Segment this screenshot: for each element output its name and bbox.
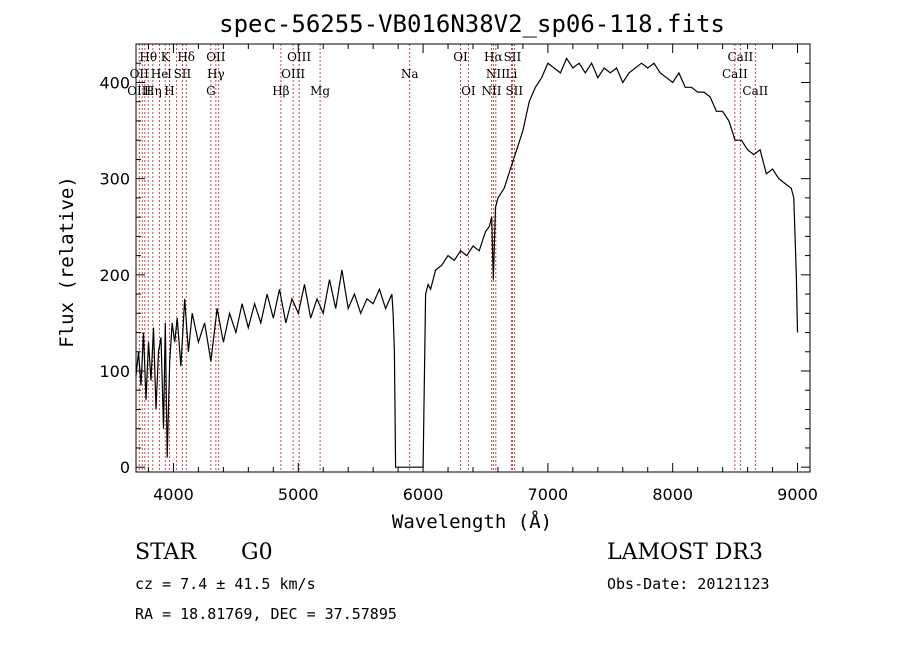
- line-marker-label: CaII: [722, 67, 748, 81]
- chart-title: spec-56255-VB016N38V2_sp06-118.fits: [219, 10, 725, 38]
- x-tick-label: 8000: [652, 485, 693, 504]
- spectral-subclass: G0: [241, 540, 273, 565]
- emission-line-markers: [138, 44, 756, 472]
- y-tick-label: 300: [99, 170, 130, 189]
- x-tick-label: 7000: [528, 485, 569, 504]
- line-marker-label: H: [164, 84, 174, 98]
- line-marker-label: OII: [130, 67, 150, 81]
- line-marker-label: He: [151, 67, 169, 81]
- line-marker-label: OI: [453, 50, 468, 64]
- line-marker-label: OII: [206, 50, 226, 64]
- observation-date: Obs-Date: 20121123: [607, 575, 770, 593]
- survey-name: LAMOST DR3: [607, 540, 763, 565]
- x-axis-ticks: 4000 5000 6000 7000 8000 9000: [147, 44, 818, 504]
- y-tick-label: 200: [99, 266, 130, 285]
- x-tick-label: 4000: [153, 485, 194, 504]
- line-marker-label: Hη: [144, 84, 162, 98]
- line-marker-label: NII: [481, 84, 501, 98]
- line-marker-label: Hδ: [177, 50, 195, 64]
- line-marker-label: Hγ: [207, 67, 225, 81]
- line-marker-label: Li: [506, 67, 518, 81]
- line-marker-label: G: [206, 84, 216, 98]
- object-class: STAR: [135, 540, 197, 565]
- y-axis-ticks: 0 100 200 300 400: [99, 62, 810, 477]
- line-marker-label: SII: [174, 67, 192, 81]
- line-marker-label: NII: [486, 67, 506, 81]
- line-marker-label: CaII: [742, 84, 768, 98]
- plot-frame: [135, 43, 811, 473]
- x-tick-label: 9000: [777, 485, 818, 504]
- line-marker-label: SII: [504, 50, 522, 64]
- coordinates-readout: RA = 18.81769, DEC = 37.57895: [135, 605, 397, 623]
- line-marker-label: Hθ: [139, 50, 157, 64]
- y-tick-label: 100: [99, 362, 130, 381]
- x-tick-label: 5000: [278, 485, 319, 504]
- spectrum-line: [135, 57, 799, 468]
- line-marker-label: I: [167, 67, 172, 81]
- line-marker-label: OIII: [287, 50, 311, 64]
- redshift-readout: cz = 7.4 ± 41.5 km/s: [135, 575, 316, 593]
- line-marker-label: Hβ: [272, 84, 289, 98]
- line-marker-label: OI: [461, 84, 476, 98]
- y-tick-label: 400: [99, 73, 130, 92]
- x-axis-label: Wavelength (Å): [392, 510, 552, 533]
- line-marker-label: OIII: [281, 67, 305, 81]
- x-tick-label: 6000: [403, 485, 444, 504]
- y-tick-label: 0: [120, 458, 130, 477]
- line-marker-label: Na: [401, 67, 419, 81]
- line-marker-label: Mg: [310, 84, 330, 98]
- line-marker-label: OIII: [127, 84, 151, 98]
- line-marker-label: K: [161, 50, 171, 64]
- line-marker-label: SII: [505, 84, 523, 98]
- line-marker-label: CaII: [727, 50, 753, 64]
- line-marker-label: Hα: [484, 50, 503, 64]
- y-axis-label: Flux (relative): [56, 176, 78, 348]
